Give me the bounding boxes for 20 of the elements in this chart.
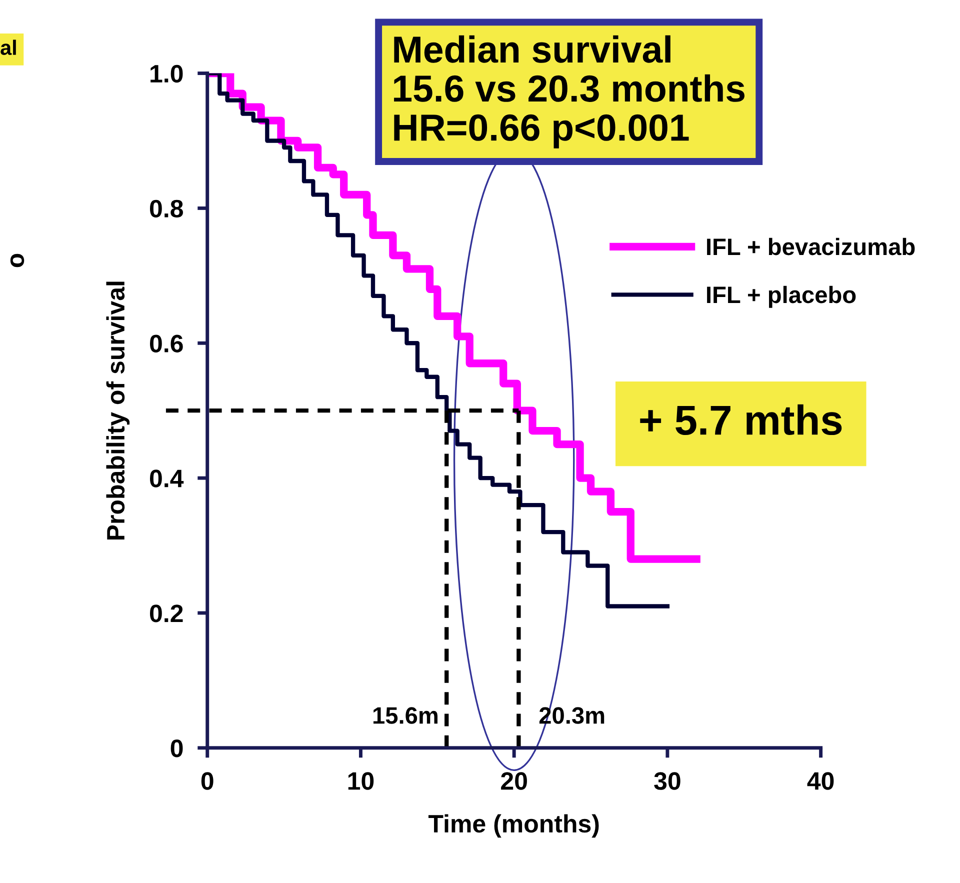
- x-tick-label: 0: [201, 772, 214, 790]
- annotation: + 5.7 mths: [640, 404, 842, 436]
- x-axis-title: Time (months): [428, 814, 599, 838]
- x-tick-label: 20: [501, 772, 527, 790]
- legend-label: IFL + bevacizumab: [707, 238, 915, 256]
- x-tick-label: 30: [654, 772, 680, 790]
- text: o: [10, 254, 24, 268]
- y-tick-label: 0: [170, 740, 183, 758]
- text: al: [0, 40, 16, 56]
- y-tick-label: 0.2: [150, 604, 183, 622]
- y-tick-label: 0.4: [150, 470, 184, 488]
- y-tick-label: 1.0: [150, 64, 183, 83]
- annotation: Median survival 15.6 vs 20.3 months HR=0.66 p<0.001: [394, 35, 744, 148]
- y-tick-label: 0.8: [150, 200, 183, 218]
- x-tick-label: 10: [348, 772, 374, 790]
- x-tick-label: 40: [807, 772, 834, 790]
- y-tick-label: 0.6: [150, 334, 183, 352]
- y-axis-title: Probability of survival: [106, 282, 130, 540]
- legend-label: IFL + placebo: [707, 286, 856, 308]
- ref-line-label: 15.6m: [373, 707, 438, 724]
